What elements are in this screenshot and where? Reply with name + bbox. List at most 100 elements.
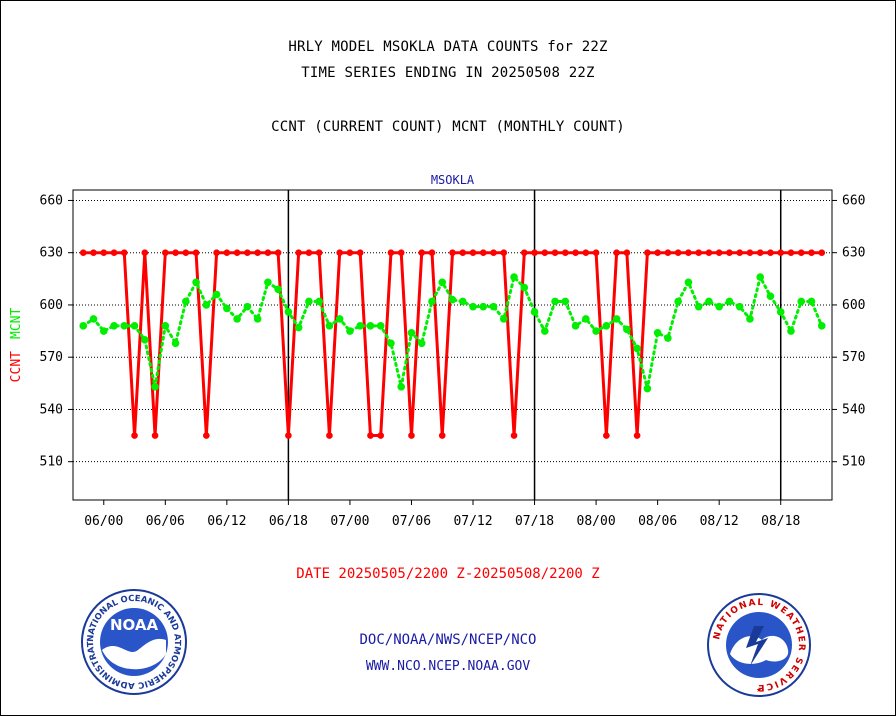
x-tick-label: 08/12 (700, 514, 739, 529)
nws-logo: NATIONAL WEATHER SERVICE ★ (707, 593, 811, 697)
ccnt-point (541, 249, 549, 256)
mcnt-point (130, 322, 139, 330)
mcnt-point (110, 322, 118, 330)
ccnt-point (79, 249, 87, 256)
mcnt-point (530, 308, 539, 316)
ccnt-point (387, 249, 395, 256)
ccnt-point (746, 249, 754, 256)
y-axis-label-ccnt: CCNT (9, 351, 24, 382)
x-tick-label: 07/18 (515, 514, 554, 529)
mcnt-point (264, 278, 272, 287)
ccnt-point (664, 249, 672, 256)
ccnt-point (520, 249, 528, 256)
mcnt-point (756, 273, 765, 281)
mcnt-point (315, 297, 323, 306)
mcnt-point (797, 297, 806, 306)
mcnt-point (151, 382, 159, 391)
y-tick-label-right: 540 (842, 402, 865, 417)
mcnt-point (787, 327, 795, 335)
ccnt-point (449, 249, 456, 256)
mcnt-point (79, 322, 88, 330)
y-tick-label-left: 510 (40, 455, 63, 470)
ccnt-point (726, 249, 733, 256)
mcnt-point (592, 327, 600, 335)
ccnt-point (336, 249, 343, 256)
mcnt-point (469, 302, 477, 311)
mcnt-point (243, 302, 252, 311)
chart-subtitle: CCNT (CURRENT COUNT) MCNT (MONTHLY COUNT… (271, 119, 625, 135)
ccnt-point (120, 249, 128, 256)
mcnt-point (612, 315, 621, 323)
ccnt-point (203, 432, 210, 439)
mcnt-point (356, 322, 364, 330)
ccnt-point (141, 249, 149, 256)
ccnt-point (90, 249, 97, 256)
y-tick-label-left: 570 (40, 350, 63, 365)
ccnt-point (346, 249, 354, 256)
ccnt-point (572, 249, 579, 256)
mcnt-point (387, 339, 395, 348)
mcnt-point (499, 315, 508, 323)
ccnt-point (469, 249, 477, 256)
mcnt-point (653, 329, 662, 337)
mcnt-point (346, 327, 354, 335)
ccnt-point (274, 249, 282, 256)
ccnt-point (613, 249, 620, 256)
mcnt-point (489, 302, 498, 311)
ccnt-point (654, 249, 661, 256)
ccnt-point (213, 249, 220, 256)
ccnt-point (100, 249, 108, 256)
mcnt-series (79, 272, 826, 393)
ccnt-point (244, 249, 251, 256)
mcnt-point (140, 335, 149, 344)
mcnt-point (192, 278, 200, 287)
mcnt-point (171, 339, 180, 348)
ccnt-point (131, 432, 138, 439)
mcnt-point (294, 323, 303, 332)
ccnt-point (172, 249, 179, 256)
mcnt-point (776, 308, 785, 316)
mcnt-point (233, 315, 241, 323)
ccnt-point (192, 249, 200, 256)
mcnt-point (212, 290, 221, 299)
ccnt-point (285, 432, 292, 439)
agency-path-label: DOC/NOAA/NWS/NCEP/NCO (359, 632, 537, 648)
x-tick-label: 07/00 (330, 514, 369, 529)
ccnt-point (295, 249, 302, 256)
y-tick-label-left: 660 (40, 193, 63, 208)
x-tick-label: 08/06 (638, 514, 677, 529)
x-tick-label: 07/12 (453, 514, 492, 529)
ccnt-point (715, 249, 723, 256)
ccnt-point (633, 432, 641, 439)
mcnt-point (284, 308, 293, 316)
ccnt-point (808, 249, 815, 256)
mcnt-point (325, 322, 334, 330)
mcnt-point (120, 322, 129, 330)
chart-title-line2: TIME SERIES ENDING IN 20250508 22Z (301, 65, 595, 81)
mcnt-point (253, 315, 262, 323)
ccnt-point (326, 432, 333, 439)
mcnt-point (428, 297, 436, 306)
ccnt-point (223, 249, 231, 256)
ccnt-point (397, 249, 405, 256)
ccnt-point (356, 249, 364, 256)
ccnt-point (233, 249, 241, 256)
ccnt-point (408, 432, 415, 439)
ccnt-point (531, 249, 538, 256)
ccnt-point (603, 432, 610, 439)
mcnt-point (89, 315, 98, 323)
ccnt-point (162, 249, 169, 256)
mcnt-point (746, 315, 754, 323)
mcnt-point (274, 285, 282, 294)
mcnt-point (623, 325, 631, 334)
ccnt-point (459, 249, 467, 256)
x-tick-label: 06/00 (84, 514, 123, 529)
mcnt-point (223, 304, 231, 313)
star-icon: ★ (756, 685, 762, 695)
mcnt-point (161, 322, 170, 330)
y-tick-label-left: 540 (40, 402, 63, 417)
x-tick-label: 07/06 (392, 514, 431, 529)
plot-area (72, 189, 833, 501)
mcnt-point (417, 339, 426, 348)
ccnt-point (377, 432, 385, 439)
